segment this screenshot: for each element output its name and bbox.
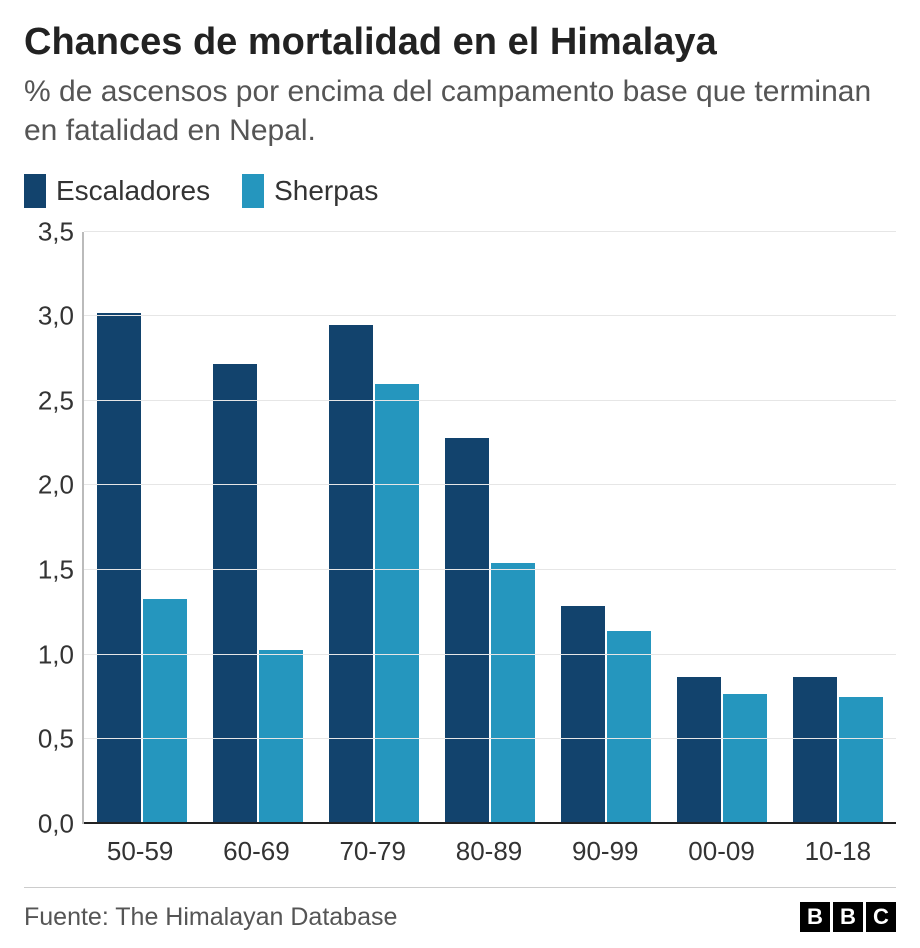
grid-line — [84, 315, 896, 316]
grid-line — [84, 400, 896, 401]
bar — [607, 631, 651, 824]
bbc-logo: BBC — [800, 902, 896, 932]
y-tick-label: 1,0 — [38, 639, 74, 670]
y-tick-label: 2,0 — [38, 470, 74, 501]
source-name: The Himalayan Database — [115, 903, 397, 931]
source-text: Fuente: The Himalayan Database — [24, 903, 397, 932]
bar — [143, 599, 187, 824]
footer: Fuente: The Himalayan Database BBC — [24, 887, 896, 932]
x-tick-label: 70-79 — [315, 836, 431, 867]
legend-swatch — [24, 174, 46, 208]
x-tick-label: 80-89 — [431, 836, 547, 867]
grid-line — [84, 231, 896, 232]
legend-label: Escaladores — [56, 175, 210, 207]
logo-letter: B — [833, 902, 863, 932]
grid-line — [84, 654, 896, 655]
x-tick-label: 60-69 — [198, 836, 314, 867]
bar-group — [200, 232, 316, 824]
bar — [445, 438, 489, 824]
y-tick-label: 3,5 — [38, 216, 74, 247]
grid-line — [84, 738, 896, 739]
bar — [677, 677, 721, 824]
bar — [491, 563, 535, 824]
chart-subtitle: % de ascensos por encima del campamento … — [24, 72, 896, 150]
legend-item: Escaladores — [24, 174, 210, 208]
legend: Escaladores Sherpas — [24, 174, 896, 208]
bar — [723, 694, 767, 824]
logo-letter: C — [866, 902, 896, 932]
x-tick-label: 50-59 — [82, 836, 198, 867]
bar — [213, 364, 257, 824]
bar-group — [664, 232, 780, 824]
y-tick-label: 1,5 — [38, 555, 74, 586]
source-prefix: Fuente: — [24, 903, 115, 931]
y-tick-label: 0,5 — [38, 724, 74, 755]
logo-letter: B — [800, 902, 830, 932]
bar-groups — [84, 232, 896, 824]
y-axis: 0,00,51,01,52,02,53,03,5 — [24, 232, 82, 824]
bar-group — [432, 232, 548, 824]
y-tick-label: 2,5 — [38, 385, 74, 416]
chart-title: Chances de mortalidad en el Himalaya — [24, 20, 896, 66]
bar — [839, 697, 883, 824]
plot-area — [82, 232, 896, 824]
baseline — [84, 822, 896, 824]
bar-group — [84, 232, 200, 824]
x-tick-label: 90-99 — [547, 836, 663, 867]
bar — [561, 606, 605, 824]
y-tick-label: 3,0 — [38, 301, 74, 332]
legend-label: Sherpas — [274, 175, 378, 207]
bar-group — [548, 232, 664, 824]
grid-line — [84, 569, 896, 570]
bar-group — [780, 232, 896, 824]
x-axis: 50-5960-6970-7980-8990-9900-0910-18 — [82, 836, 896, 867]
legend-swatch — [242, 174, 264, 208]
x-tick-label: 10-18 — [780, 836, 896, 867]
bar — [793, 677, 837, 824]
grid-line — [84, 484, 896, 485]
legend-item: Sherpas — [242, 174, 378, 208]
bar-group — [316, 232, 432, 824]
bar — [375, 384, 419, 824]
x-tick-label: 00-09 — [663, 836, 779, 867]
y-tick-label: 0,0 — [38, 809, 74, 840]
chart-area: 0,00,51,01,52,02,53,03,5 — [24, 232, 896, 824]
bar — [259, 650, 303, 824]
